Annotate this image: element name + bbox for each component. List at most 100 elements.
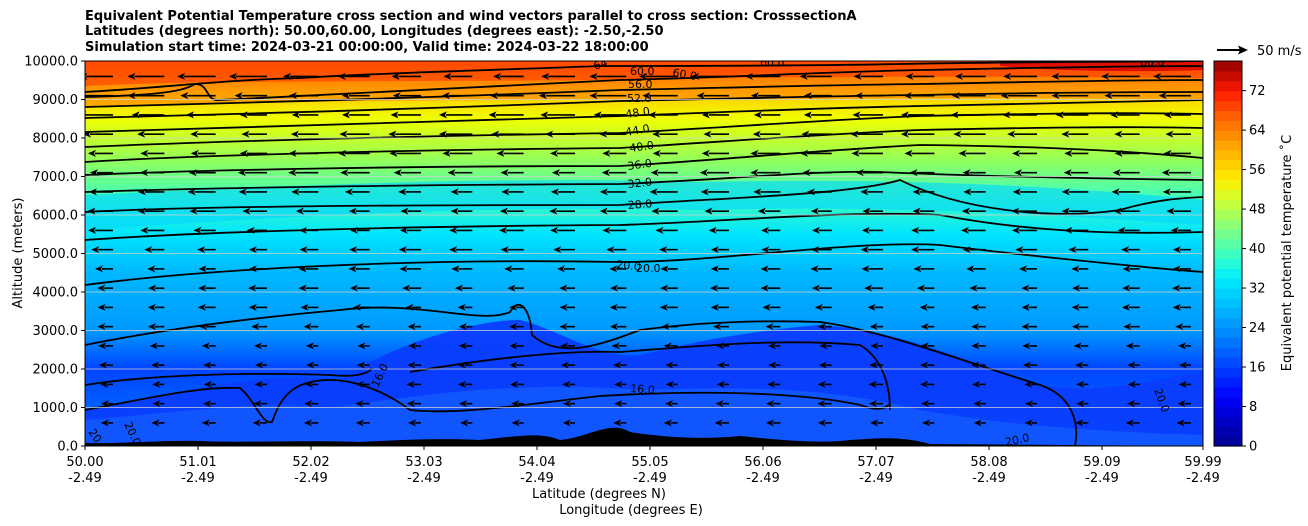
colorbar-segment — [1214, 406, 1242, 417]
wind-vector-head — [649, 188, 658, 196]
wind-vector-head — [803, 92, 812, 100]
wind-vector-head — [853, 72, 862, 80]
contour-label-40: 40.0 — [629, 139, 655, 155]
wind-vector-head — [919, 380, 928, 388]
chart-title-line-2: Latitudes (degrees north): 50.00,60.00, … — [85, 24, 664, 39]
wind-vector-head — [971, 323, 980, 331]
wind-vector-head — [189, 207, 198, 215]
wind-vector-head — [710, 303, 719, 311]
wind-vector-head — [768, 342, 777, 350]
colorbar-segment — [1214, 367, 1242, 378]
wind-vector-head — [660, 284, 669, 292]
wind-vector-head — [1123, 323, 1132, 331]
wind-vector-head — [291, 188, 300, 196]
wind-vector-head — [1170, 226, 1179, 234]
wind-vector-head — [1178, 342, 1187, 350]
wind-vector-head — [864, 284, 873, 292]
wind-vector-head — [810, 265, 819, 273]
wind-vector-head — [1121, 303, 1130, 311]
wind-vector-head — [180, 92, 189, 100]
wind-vector-head — [701, 111, 710, 119]
colorbar-segment — [1214, 376, 1242, 388]
wind-vector-head — [716, 342, 725, 350]
wind-vector-head — [703, 130, 712, 138]
wind-vector-head — [1121, 246, 1130, 254]
wind-vector-head — [338, 149, 347, 157]
wind-vector-head — [147, 265, 156, 273]
wind-vector-head — [699, 169, 708, 177]
wind-vector-head — [449, 226, 458, 234]
contour-label-60c: 60.0 — [760, 56, 785, 69]
colorbar-segment — [1214, 268, 1242, 279]
wind-vector-head — [760, 284, 769, 292]
wind-vector-head — [101, 400, 110, 408]
wind-vector-head — [488, 111, 497, 119]
y-tick-label: 9000.0 — [33, 93, 79, 108]
wind-vector-head — [868, 400, 877, 408]
y-tick-label: 1000.0 — [33, 401, 79, 416]
wind-vector-head — [613, 361, 622, 369]
contour-line-52 — [85, 91, 1203, 119]
wind-vector-head — [98, 342, 107, 350]
cold-region-lower — [85, 386, 1203, 446]
wind-vector-head — [509, 323, 518, 331]
wind-vector-head — [642, 92, 651, 100]
wind-vector-head — [493, 72, 502, 80]
wind-vector-head — [710, 284, 719, 292]
wind-vector-head — [1072, 284, 1081, 292]
wind-vector-head — [151, 419, 160, 427]
wind-vector-head — [696, 92, 705, 100]
wind-vector-head — [861, 265, 870, 273]
contour-label-32: 32.0 — [627, 175, 653, 190]
wind-vector-head — [922, 419, 931, 427]
wind-vector-head — [97, 323, 106, 331]
wind-vector-head — [458, 361, 467, 369]
wind-vector-head — [716, 380, 725, 388]
wind-vector-head — [185, 111, 194, 119]
contour-line-44 — [85, 112, 1203, 148]
wind-vector-head — [971, 380, 980, 388]
x-tick-label-lon: -2.49 — [972, 471, 1006, 486]
wind-vector-head — [1024, 419, 1033, 427]
wind-vector-head — [1177, 400, 1186, 408]
wind-vector-head — [1112, 169, 1121, 177]
wind-vector-head — [1021, 303, 1030, 311]
wind-vector-head — [971, 361, 980, 369]
wind-vector-head — [540, 111, 549, 119]
colorbar-tick-label: 64 — [1249, 124, 1266, 139]
wind-vector-head — [87, 207, 96, 215]
wind-vector-head — [89, 169, 98, 177]
wind-vector-head — [559, 303, 568, 311]
contour-label-60a: 60.0 — [630, 65, 655, 78]
x-axis-label-longitude: Longitude (degrees E) — [559, 503, 703, 518]
wind-vector-head — [563, 400, 572, 408]
wind-vector-head — [767, 380, 776, 388]
wind-vector-head — [1166, 207, 1175, 215]
wind-vector-head — [1172, 246, 1181, 254]
wind-vector-head — [1022, 342, 1031, 350]
wind-vector-head — [1178, 380, 1187, 388]
wind-vector-head — [970, 303, 979, 311]
wind-vector-head — [819, 342, 828, 350]
wind-vector-head — [961, 226, 970, 234]
wind-vector-head — [398, 246, 407, 254]
wind-vector-head — [1019, 265, 1028, 273]
wind-vector-head — [149, 342, 158, 350]
wind-vector-head — [911, 246, 920, 254]
wind-vector-head — [407, 323, 416, 331]
wind-vector-head — [1007, 130, 1016, 138]
contour-label-48: 48.0 — [625, 105, 651, 121]
x-tick-label-lat: 56.06 — [744, 455, 781, 470]
y-gridlines — [85, 99, 1203, 408]
wind-vector-head — [1073, 342, 1082, 350]
wind-vector-head — [1068, 246, 1077, 254]
wind-vector-head — [340, 169, 349, 177]
y-axis-label: Altitude (meters) — [11, 198, 26, 309]
x-tick-label-lon: -2.49 — [746, 471, 780, 486]
wind-vector-head — [818, 361, 827, 369]
wind-vector-head — [254, 380, 263, 388]
wind-vector-head — [496, 149, 505, 157]
wind-vector-head — [817, 400, 826, 408]
wind-vector-head — [438, 111, 447, 119]
wind-vector-head — [237, 169, 246, 177]
